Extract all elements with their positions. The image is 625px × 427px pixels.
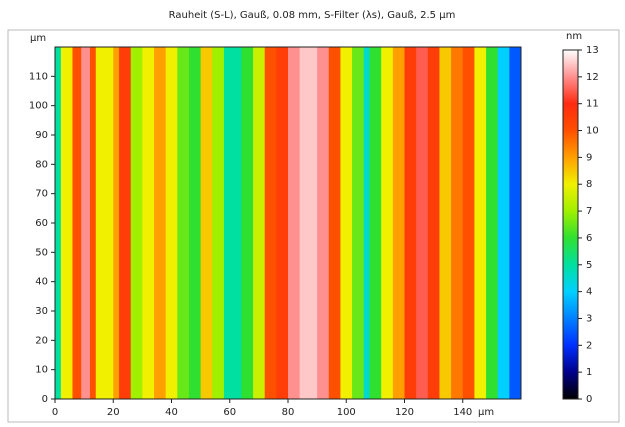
x-tick-label: 80 xyxy=(282,407,295,418)
x-tick-label: 100 xyxy=(337,407,356,418)
heat-stripe xyxy=(404,47,417,399)
heat-stripe xyxy=(288,47,301,399)
y-tick-label: 110 xyxy=(29,71,48,82)
heat-stripe xyxy=(119,47,132,399)
heat-stripe xyxy=(113,47,120,399)
z-tick-label: 6 xyxy=(586,233,592,244)
x-tick-label: 20 xyxy=(107,407,120,418)
heat-stripe xyxy=(223,47,242,399)
y-tick-label: 90 xyxy=(35,130,48,141)
heat-stripe xyxy=(462,47,475,399)
x-tick-label: 60 xyxy=(223,407,236,418)
heat-stripe xyxy=(352,47,365,399)
y-tick-label: 30 xyxy=(35,306,48,317)
z-tick-label: 12 xyxy=(586,72,599,83)
heat-stripe xyxy=(392,47,405,399)
heat-stripe xyxy=(253,47,266,399)
heat-stripe xyxy=(299,47,318,399)
heat-stripe xyxy=(474,47,487,399)
heat-stripe xyxy=(55,47,62,399)
heat-stripe xyxy=(165,47,178,399)
heat-stripe xyxy=(486,47,499,399)
heat-stripe xyxy=(381,47,394,399)
heat-stripe xyxy=(81,47,91,399)
z-tick-label: 2 xyxy=(586,340,592,351)
z-tick-label: 1 xyxy=(586,367,592,378)
heat-stripe xyxy=(154,47,167,399)
heat-stripe xyxy=(241,47,254,399)
heat-stripe xyxy=(416,47,429,399)
x-tick-label: 120 xyxy=(395,407,414,418)
heat-stripe xyxy=(95,47,114,399)
z-unit: nm xyxy=(566,31,582,42)
y-tick-label: 0 xyxy=(42,394,48,405)
z-tick-label: 13 xyxy=(586,45,599,56)
heat-stripe xyxy=(212,47,225,399)
heat-stripe xyxy=(509,47,522,399)
heat-stripe xyxy=(451,47,464,399)
heat-stripe xyxy=(72,47,82,399)
heat-stripe xyxy=(89,47,97,399)
y-tick-label: 60 xyxy=(35,218,48,229)
y-tick-label: 40 xyxy=(35,277,48,288)
z-tick-label: 9 xyxy=(586,152,592,163)
panel-frame xyxy=(7,29,620,423)
y-tick-label: 50 xyxy=(35,247,48,258)
z-tick-label: 11 xyxy=(586,99,599,110)
x-tick-label: 0 xyxy=(52,407,58,418)
heat-stripe xyxy=(317,47,330,399)
heat-stripe xyxy=(328,47,341,399)
z-tick-label: 0 xyxy=(586,394,592,405)
y-unit: µm xyxy=(30,33,46,44)
z-tick-label: 5 xyxy=(586,260,592,271)
y-tick-label: 100 xyxy=(29,101,48,112)
heat-stripe xyxy=(363,47,371,399)
y-tick-label: 10 xyxy=(35,365,48,376)
heat-stripe xyxy=(142,47,155,399)
heat-stripe xyxy=(497,47,510,399)
z-tick-label: 7 xyxy=(586,206,592,217)
heat-stripe xyxy=(276,47,289,399)
colorbar xyxy=(562,49,579,400)
heat-stripe xyxy=(188,47,202,399)
y-tick-label: 70 xyxy=(35,189,48,200)
z-tick-label: 10 xyxy=(586,126,599,137)
z-tick-label: 8 xyxy=(586,179,592,190)
heat-stripe xyxy=(60,47,73,399)
x-tick-label: 140 xyxy=(453,407,472,418)
heat-stripe xyxy=(427,47,440,399)
heat-stripe xyxy=(264,47,277,399)
x-tick-label: 40 xyxy=(165,407,178,418)
heat-stripe xyxy=(200,47,213,399)
heat-stripe xyxy=(130,47,143,399)
heat-stripe xyxy=(177,47,190,399)
y-tick-label: 20 xyxy=(35,335,48,346)
heat-stripe xyxy=(439,47,452,399)
z-tick-label: 3 xyxy=(586,313,592,324)
y-tick-label: 80 xyxy=(35,159,48,170)
chart-title: Rauheit (S-L), Gauß, 0.08 mm, S-Filter (… xyxy=(169,10,456,21)
heat-stripe xyxy=(369,47,382,399)
z-tick-label: 4 xyxy=(586,287,592,298)
x-unit: µm xyxy=(478,407,494,418)
heat-stripe xyxy=(340,47,353,399)
